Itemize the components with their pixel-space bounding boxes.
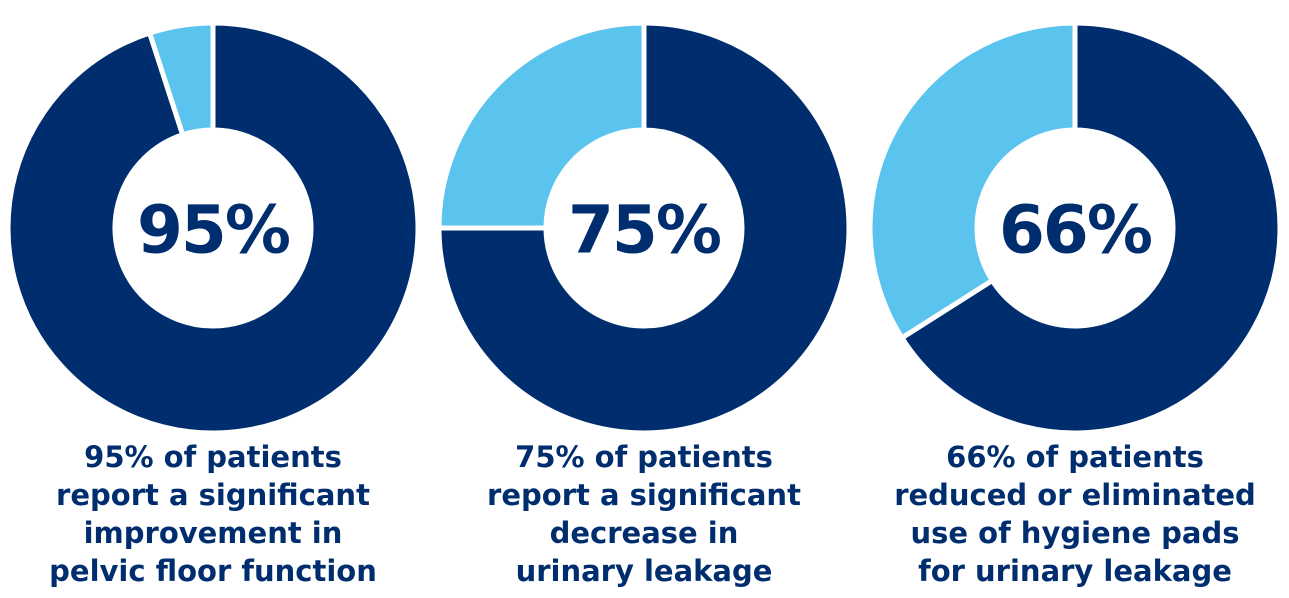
donut-slice-primary — [5, 20, 421, 436]
center-percentage-label: 66% — [999, 192, 1152, 269]
donut-chart-2: 75% — [436, 20, 852, 436]
caption-line: 66% of patients — [946, 440, 1204, 474]
donut-slice-secondary — [146, 20, 216, 138]
caption-1: 95% of patients report a significant imp… — [3, 438, 423, 590]
caption-line: use of hygiene pads — [910, 516, 1240, 550]
caption-line: for urinary leakage — [918, 554, 1232, 588]
chart-panel-2: 75% 75% of patients report a significant… — [434, 0, 854, 598]
caption-line: pelvic floor function — [49, 554, 377, 588]
center-percentage-label: 75% — [568, 192, 721, 269]
caption-line: report a significant — [487, 478, 801, 512]
chart-panel-3: 66% 66% of patients reduced or eliminate… — [865, 0, 1285, 598]
caption-line: 75% of patients — [515, 440, 773, 474]
donut-chart-1: 95% — [5, 20, 421, 436]
donut-slice-secondary — [867, 20, 1078, 342]
caption-line: report a significant — [56, 478, 370, 512]
donut-slice-primary — [898, 20, 1283, 436]
chart-panel-1: 95% 95% of patients report a significant… — [3, 0, 423, 598]
donut-slice-secondary — [436, 20, 647, 231]
caption-2: 75% of patients report a significant dec… — [434, 438, 854, 590]
center-percentage-label: 95% — [137, 192, 290, 269]
caption-line: improvement in — [83, 516, 343, 550]
caption-line: reduced or eliminated — [894, 478, 1256, 512]
caption-line: 95% of patients — [84, 440, 342, 474]
caption-line: urinary leakage — [515, 554, 773, 588]
caption-3: 66% of patients reduced or eliminated us… — [865, 438, 1285, 590]
caption-line: decrease in — [549, 516, 739, 550]
donut-chart-3: 66% — [867, 20, 1283, 436]
donut-slice-primary — [436, 20, 852, 436]
